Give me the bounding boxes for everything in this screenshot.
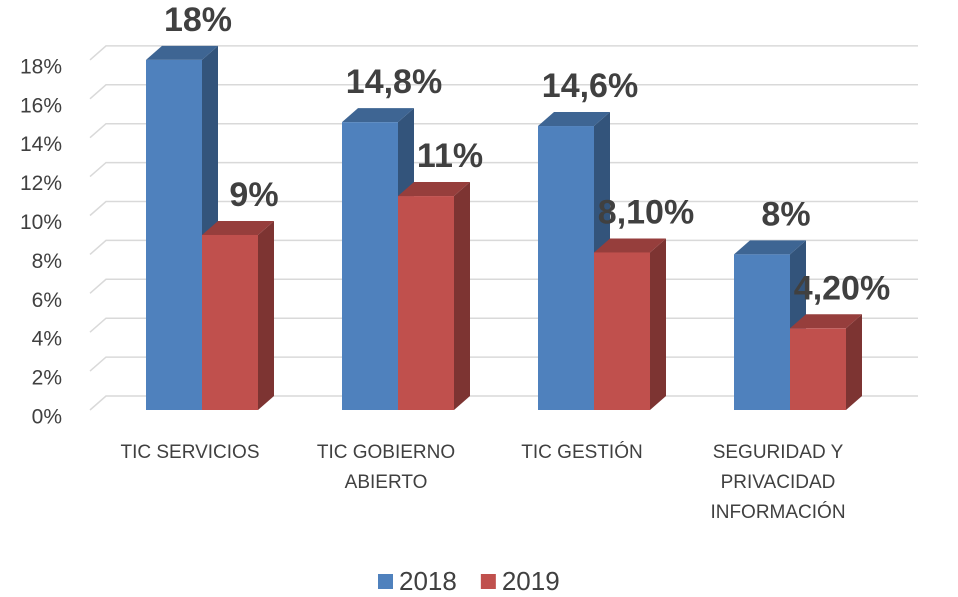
- grid-line: [89, 84, 918, 100]
- legend-label: 2018: [399, 566, 457, 596]
- bar: [342, 122, 398, 410]
- grid-line: [89, 122, 918, 139]
- bar-side: [454, 182, 470, 410]
- bar-top: [342, 108, 414, 123]
- y-tick-label: 14%: [20, 133, 62, 156]
- y-tick-label: 18%: [20, 55, 62, 78]
- data-label: 8%: [761, 195, 810, 233]
- y-tick-label: 2%: [32, 367, 62, 390]
- bar-top: [202, 220, 274, 235]
- bar: [146, 59, 202, 411]
- data-label: 8,10%: [598, 193, 694, 231]
- bar: [398, 196, 454, 410]
- x-tick-label: SEGURIDAD Y PRIVACIDAD INFORMACIÓN: [710, 442, 846, 523]
- bar: [538, 126, 594, 410]
- bar-top: [146, 45, 218, 60]
- bar-top: [790, 314, 862, 329]
- x-tick-label: TIC SERVICIOS: [120, 442, 260, 463]
- legend-swatch: [378, 574, 393, 589]
- data-label: 14,8%: [346, 63, 442, 101]
- bar-top: [734, 240, 806, 255]
- y-tick-label: 12%: [20, 172, 62, 195]
- grid-line: [89, 161, 918, 178]
- y-tick-label: 16%: [20, 94, 62, 117]
- data-label: 14,6%: [542, 67, 638, 105]
- bar: [734, 254, 790, 410]
- bar-top: [538, 112, 610, 127]
- legend-swatch: [480, 574, 496, 589]
- x-tick-label: TIC GOBIERNO ABIERTO: [316, 442, 456, 493]
- grid-line: [89, 200, 918, 217]
- bar: [594, 252, 650, 410]
- x-tick-label: TIC GESTIÓN: [521, 442, 643, 463]
- y-tick-label: 10%: [20, 211, 62, 234]
- data-label: 18%: [164, 1, 232, 39]
- y-tick-label: 0%: [32, 406, 62, 429]
- bar: [790, 328, 846, 410]
- bar: [202, 234, 258, 410]
- bar-side: [258, 220, 274, 410]
- legend-label: 2019: [502, 566, 560, 596]
- bar-side: [650, 238, 666, 410]
- bar-top: [594, 238, 666, 253]
- y-tick-label: 6%: [32, 289, 62, 312]
- y-tick-label: 4%: [32, 328, 62, 351]
- y-tick-label: 8%: [32, 250, 62, 273]
- data-label: 11%: [417, 137, 483, 175]
- data-label: 4,20%: [794, 269, 890, 307]
- grid-line: [89, 45, 918, 61]
- bar-side: [846, 314, 862, 410]
- data-label: 9%: [229, 176, 278, 214]
- bar-top: [398, 182, 470, 197]
